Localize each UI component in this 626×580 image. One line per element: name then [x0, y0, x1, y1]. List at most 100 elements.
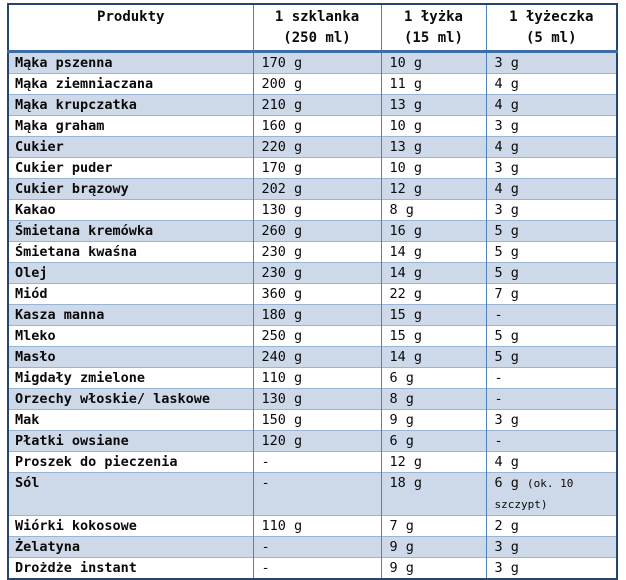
- table-row: Kasza manna 180 g 15 g-: [8, 304, 617, 326]
- tablespoon-value-cell: 13 g: [380, 136, 486, 158]
- header-tablespoon-volume: (15 ml): [403, 30, 463, 46]
- tablespoon-value-cell: 14 g: [380, 346, 486, 368]
- cup-value-cell: 170 g: [252, 157, 381, 179]
- header-glass: 1 szklanka (250 ml): [252, 4, 381, 53]
- header-teaspoon-volume: (5 ml): [525, 30, 577, 46]
- teaspoon-value-cell: -: [485, 430, 617, 452]
- teaspoon-value-cell: 3 g: [485, 157, 617, 179]
- tablespoon-value-cell: 14 g: [380, 262, 486, 284]
- tablespoon-value-cell: 6 g: [380, 367, 486, 389]
- header-teaspoon: 1 łyżeczka (5 ml): [485, 4, 617, 53]
- tablespoon-value-cell: 14 g: [380, 241, 486, 263]
- cup-value-cell: 260 g: [252, 220, 381, 242]
- cup-value-cell: 210 g: [252, 94, 381, 116]
- product-cell: Olej: [8, 262, 253, 284]
- teaspoon-value-cell: 4 g: [485, 73, 617, 95]
- product-cell: Orzechy włoskie/ laskowe: [8, 388, 253, 410]
- cup-value-cell: 360 g: [252, 283, 381, 305]
- product-cell: Mak: [8, 409, 253, 431]
- teaspoon-value-cell: 4 g: [485, 451, 617, 473]
- header-tablespoon-label: 1 łyżka: [403, 9, 463, 25]
- cup-value-cell: 160 g: [252, 115, 381, 137]
- product-cell: Cukier: [8, 136, 253, 158]
- tablespoon-value-cell: 9 g: [380, 409, 486, 431]
- header-glass-volume: (250 ml): [283, 30, 351, 46]
- teaspoon-value-cell: -: [485, 367, 617, 389]
- cup-value-cell: 180 g: [252, 304, 381, 326]
- cup-value-cell: 170 g: [252, 51, 381, 74]
- product-cell: Kasza manna: [8, 304, 253, 326]
- tablespoon-value-cell: 10 g: [380, 51, 486, 74]
- conversion-table: Produkty 1 szklanka (250 ml) 1 łyżka (15…: [7, 3, 618, 580]
- header-teaspoon-label: 1 łyżeczka: [509, 9, 594, 25]
- header-row: Produkty 1 szklanka (250 ml) 1 łyżka (15…: [8, 4, 617, 53]
- tablespoon-value-cell: 13 g: [380, 94, 486, 116]
- tablespoon-value-cell: 15 g: [380, 304, 486, 326]
- cup-value-cell: -: [252, 472, 381, 516]
- product-cell: Śmietana kremówka: [8, 220, 253, 242]
- teaspoon-value-cell: 5 g: [485, 346, 617, 368]
- product-cell: Żelatyna: [8, 536, 253, 558]
- tablespoon-value-cell: 22 g: [380, 283, 486, 305]
- tablespoon-value-cell: 9 g: [380, 536, 486, 558]
- teaspoon-value-cell: 5 g: [485, 262, 617, 284]
- cup-value-cell: 200 g: [252, 73, 381, 95]
- teaspoon-value-cell: -: [485, 388, 617, 410]
- product-cell: Miód: [8, 283, 253, 305]
- teaspoon-value-cell: 3 g: [485, 115, 617, 137]
- cup-value-cell: -: [252, 451, 381, 473]
- product-cell: Drożdże instant: [8, 557, 253, 579]
- header-tablespoon: 1 łyżka (15 ml): [380, 4, 486, 53]
- header-products: Produkty: [8, 4, 253, 53]
- cup-value-cell: 202 g: [252, 178, 381, 200]
- teaspoon-value-cell: 5 g: [485, 241, 617, 263]
- cup-value-cell: 120 g: [252, 430, 381, 452]
- teaspoon-value-cell: 3 g: [485, 51, 617, 74]
- cup-value-cell: -: [252, 557, 381, 579]
- product-cell: Migdały zmielone: [8, 367, 253, 389]
- tablespoon-value-cell: 6 g: [380, 430, 486, 452]
- teaspoon-value-cell: 7 g: [485, 283, 617, 305]
- teaspoon-value-cell: 4 g: [485, 136, 617, 158]
- tablespoon-value-cell: 11 g: [380, 73, 486, 95]
- teaspoon-value-cell: 5 g: [485, 220, 617, 242]
- cup-value-cell: 110 g: [252, 515, 381, 537]
- header-glass-label: 1 szklanka: [274, 9, 360, 25]
- product-cell: Mąka graham: [8, 115, 253, 137]
- cup-value-cell: 150 g: [252, 409, 381, 431]
- cup-value-cell: 130 g: [252, 388, 381, 410]
- product-cell: Śmietana kwaśna: [8, 241, 253, 263]
- tablespoon-value-cell: 8 g: [380, 388, 486, 410]
- product-cell: Płatki owsiane: [8, 430, 253, 452]
- teaspoon-value-cell: 6 g (ok. 10 szczypt): [485, 472, 617, 516]
- product-cell: Cukier puder: [8, 157, 253, 179]
- header-products-label: Produkty: [97, 9, 165, 25]
- product-cell: Masło: [8, 346, 253, 368]
- teaspoon-value-cell: 3 g: [485, 557, 617, 579]
- teaspoon-value-cell: -: [485, 304, 617, 326]
- product-cell: Cukier brązowy: [8, 178, 253, 200]
- table-header: Produkty 1 szklanka (250 ml) 1 łyżka (15…: [8, 4, 617, 53]
- cup-value-cell: 230 g: [252, 262, 381, 284]
